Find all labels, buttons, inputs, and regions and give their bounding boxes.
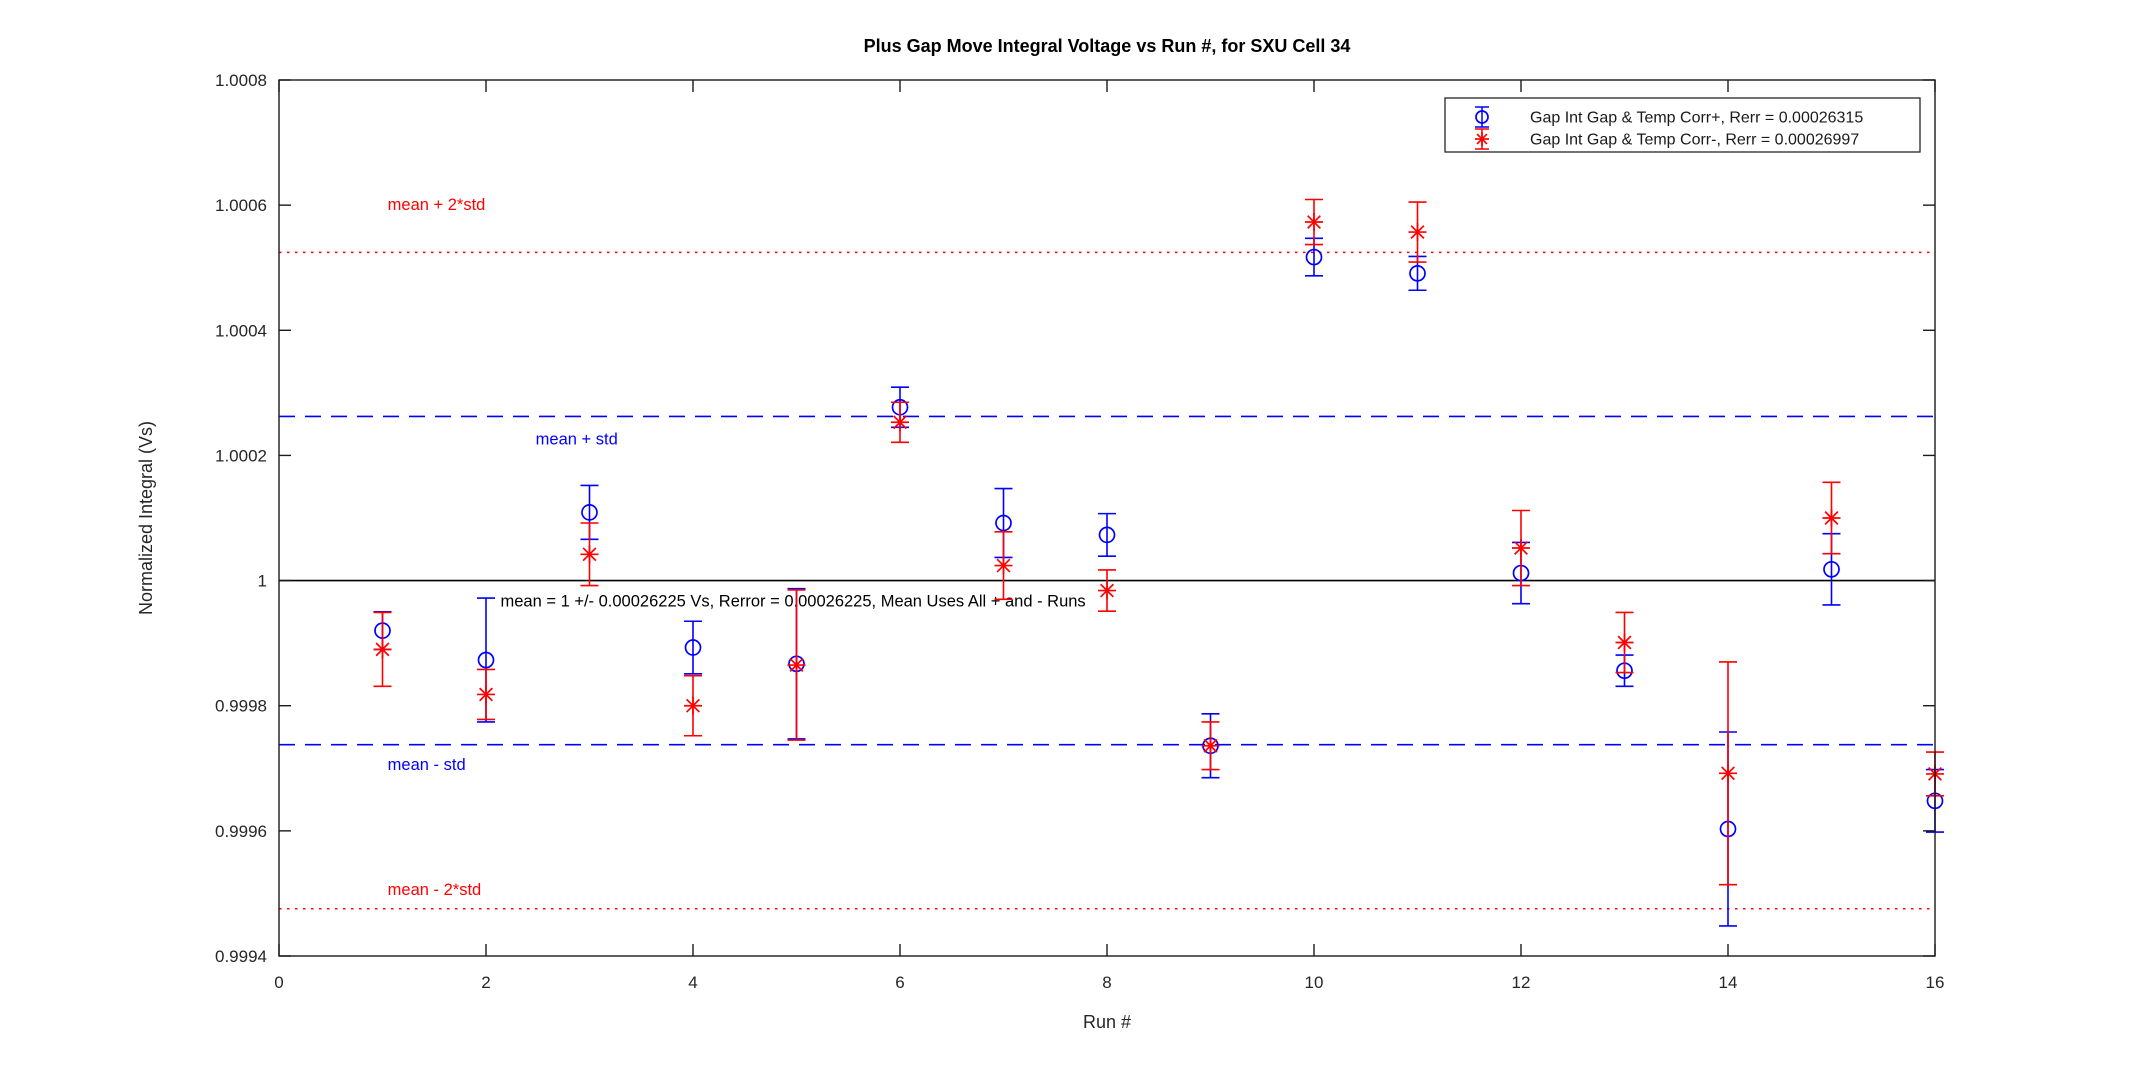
y-tick-label: 1.0002	[215, 446, 267, 465]
x-axis-label: Run #	[1083, 1012, 1131, 1032]
annotation-1: mean + std	[536, 431, 618, 449]
data-marker-asterisk-spoke	[375, 642, 390, 657]
x-tick-label: 14	[1719, 973, 1738, 992]
y-tick-label: 1.0006	[215, 196, 267, 215]
data-marker-circle	[1823, 560, 1840, 578]
data-marker-asterisk-spoke	[1617, 635, 1632, 650]
y-axis-label: Normalized Integral (Vs)	[136, 421, 156, 615]
legend-entry-label: Gap Int Gap & Temp Corr+, Rerr = 0.00026…	[1530, 110, 1863, 127]
data-marker-asterisk-spoke	[1824, 511, 1839, 525]
x-tick-label: 0	[274, 973, 283, 992]
x-tick-label: 16	[1926, 973, 1945, 992]
data-marker-asterisk-spoke	[1307, 215, 1321, 230]
data-marker-circle	[477, 651, 495, 669]
annotation-0: mean + 2*std	[388, 196, 486, 214]
data-marker-asterisk-spoke	[1203, 738, 1218, 753]
x-tick-label: 4	[688, 973, 697, 992]
data-marker-asterisk-spoke	[1100, 583, 1114, 598]
data-marker-circle	[1098, 526, 1116, 544]
data-marker-asterisk-spoke	[1514, 541, 1528, 555]
x-tick-label: 8	[1102, 973, 1111, 992]
data-marker-circle	[1475, 110, 1489, 124]
data-marker-asterisk-spoke	[1721, 766, 1735, 781]
data-marker-asterisk-spoke	[1410, 225, 1425, 240]
data-marker-asterisk-spoke	[686, 698, 700, 713]
data-marker-asterisk-spoke	[1476, 133, 1488, 145]
data-marker-circle	[581, 504, 598, 521]
y-tick-label: 0.9996	[215, 822, 267, 841]
data-marker-circle	[684, 639, 702, 656]
x-tick-label: 12	[1512, 973, 1531, 992]
x-tick-label: 2	[481, 973, 490, 992]
annotation-2: mean - std	[388, 756, 466, 774]
data-marker-asterisk-spoke	[582, 547, 597, 562]
chart-title: Plus Gap Move Integral Voltage vs Run #,…	[864, 36, 1351, 56]
y-tick-label: 0.9998	[215, 697, 267, 716]
x-tick-label: 10	[1305, 973, 1324, 992]
data-marker-circle	[1409, 264, 1426, 282]
data-marker-asterisk-spoke	[996, 558, 1011, 573]
annotation-4: mean = 1 +/- 0.00026225 Vs, Rerror = 0.0…	[500, 593, 1085, 611]
y-tick-label: 0.9994	[215, 947, 267, 966]
data-marker-asterisk-spoke	[893, 415, 907, 430]
legend-entry-label: Gap Int Gap & Temp Corr-, Rerr = 0.00026…	[1530, 132, 1859, 149]
y-tick-label: 1.0008	[215, 71, 267, 90]
x-tick-label: 6	[895, 973, 904, 992]
data-marker-asterisk-spoke	[789, 658, 804, 673]
y-tick-label: 1	[258, 572, 267, 591]
legend-box	[1444, 97, 1921, 153]
data-marker-circle	[995, 514, 1012, 532]
annotation-3: mean - 2*std	[388, 881, 482, 899]
data-marker-circle	[1305, 248, 1323, 266]
data-marker-asterisk-spoke	[479, 687, 493, 702]
y-tick-label: 1.0004	[215, 321, 267, 340]
